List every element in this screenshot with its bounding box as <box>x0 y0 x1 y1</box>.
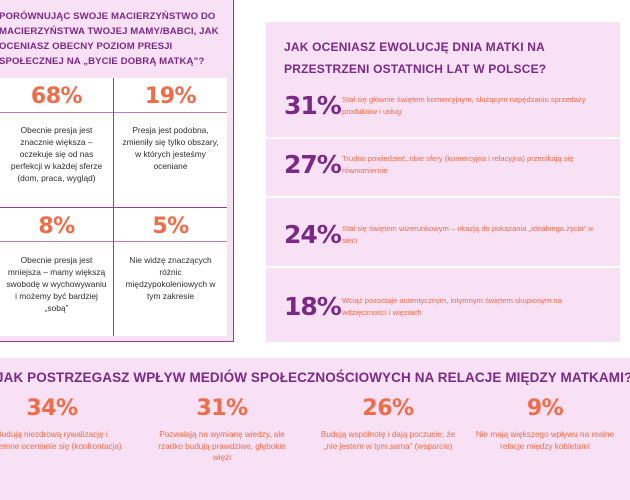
mothers-day-question: Jak oceniasz ewolucję dnia matki na prze… <box>284 40 547 76</box>
pressure-answer-text: Obecnie presja jest znacznie większa – o… <box>10 125 103 183</box>
social-media-question: Jak postrzegasz wpływ mediów społecznośc… <box>0 370 630 385</box>
social-media-answer-2: 31% Pozwalają na wymianę wiedzy, ale rza… <box>152 396 292 464</box>
answer-percent: 9% <box>526 396 564 421</box>
pressure-answer-percent: 8% <box>38 214 75 239</box>
row-divider <box>266 137 620 139</box>
mothers-day-answer-3: 24% Stał się świętem wizerunkowym – okaz… <box>284 220 614 260</box>
pressure-answer-percent: 5% <box>152 214 189 239</box>
mothers-day-survey-card: Jak oceniasz ewolucję dnia matki na prze… <box>266 22 620 342</box>
answer-text: Wciąż pozostaje autentycznym, intymnym ś… <box>342 296 562 317</box>
social-media-answer-1: 34% Budują niezdrową rywalizację i wzaje… <box>0 396 122 452</box>
pressure-answer-text: Presja jest podobna, zmieniły się tylko … <box>122 125 219 171</box>
mothers-day-answer-4: 18% Wciąż pozostaje autentycznym, intymn… <box>284 292 614 332</box>
answer-text: Pozwalają na wymianę wiedzy, ale rzadko … <box>158 430 286 462</box>
mothers-day-answer-2: 27% Trudno powiedzieć, obie sfery (komer… <box>284 150 614 190</box>
answer-text: Budują wspólnotę i dają poczucie, że „ni… <box>320 430 456 451</box>
pressure-answer-grid: 68% Obecnie presja jest znacznie większa… <box>0 78 227 336</box>
answer-percent: 31% <box>196 396 248 421</box>
pressure-survey-card: Porównując swoje macierzyństwo do macier… <box>0 0 234 342</box>
row-divider <box>266 266 620 268</box>
social-media-answer-4: 9% Nie mają większego wpływu na realne r… <box>475 396 615 452</box>
social-media-answer-3: 26% Budują wspólnotę i dają poczucie, że… <box>318 396 458 452</box>
pressure-answer-percent: 68% <box>30 84 83 109</box>
answer-text: Trudno powiedzieć, obie sfery (komercyjn… <box>342 154 574 175</box>
pressure-answer-percent: 19% <box>144 84 197 109</box>
grid-divider <box>0 207 227 209</box>
pressure-answer-text: Obecnie presja jest mniejsza – mamy więk… <box>6 255 107 313</box>
answer-percent: 24% <box>284 220 342 249</box>
answer-percent: 34% <box>26 396 78 421</box>
pressure-answer-3: 8% Obecnie presja jest mniejsza – mamy w… <box>0 208 113 337</box>
pressure-answer-text: Nie widzę znaczących różnic międzypokole… <box>125 255 216 301</box>
answer-text: Nie mają większego wpływu na realne rela… <box>475 430 615 451</box>
pressure-question: Porównując swoje macierzyństwo do macier… <box>0 11 219 67</box>
pressure-answer-4: 5% Nie widzę znaczących różnic międzypok… <box>114 208 227 337</box>
answer-percent: 31% <box>284 91 342 120</box>
social-media-survey-band: Jak postrzegasz wpływ mediów społecznośc… <box>0 358 630 500</box>
answer-text: Stał się świętem wizerunkowym – okazją d… <box>342 224 594 245</box>
mothers-day-answer-1: 31% Stał się głównie świętem komercyjnym… <box>284 91 614 131</box>
answer-text: Stał się głównie świętem komercyjnym, sł… <box>342 95 586 116</box>
answer-percent: 27% <box>284 150 342 179</box>
pressure-answer-2: 19% Presja jest podobna, zmieniły się ty… <box>114 78 227 207</box>
pressure-answer-1: 68% Obecnie presja jest znacznie większa… <box>0 78 113 207</box>
row-divider <box>266 196 620 198</box>
answer-percent: 18% <box>284 292 342 321</box>
answer-percent: 26% <box>362 396 414 421</box>
answer-text: Budują niezdrową rywalizację i wzajemne … <box>0 430 122 451</box>
